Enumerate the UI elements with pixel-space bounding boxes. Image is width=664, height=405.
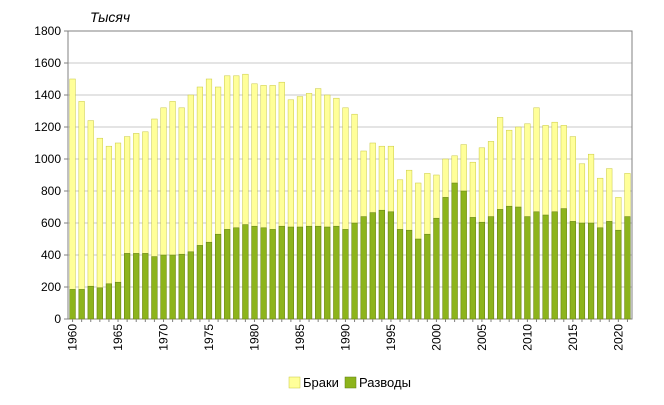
plot-area (67, 30, 633, 320)
bar-divorces-1989 (333, 225, 340, 320)
bar-divorces-1981 (260, 227, 267, 320)
unit-label: Тысяч (90, 9, 130, 25)
bar-divorces-1988 (324, 226, 331, 320)
x-axis: 1960 1965 1970 1975 1980 1985 1990 1995 2000 2005… (66, 319, 628, 351)
bar-divorces-2018 (597, 227, 604, 320)
bar-divorces-2019 (606, 221, 613, 320)
x-tick-label: 1965 (111, 324, 125, 351)
bar-divorces-2013 (551, 211, 558, 320)
bar-divorces-2015 (569, 221, 576, 320)
bar-divorces-1991 (351, 222, 358, 320)
bar-divorces-1986 (305, 225, 313, 320)
bar-divorces-1983 (278, 225, 285, 320)
x-tick-label: 2020 (611, 324, 625, 351)
bar-divorces-2014 (560, 208, 567, 320)
bar-divorces-2004 (469, 217, 476, 320)
y-tick-label: 1400 (34, 88, 61, 102)
bar-divorces-2011 (533, 211, 540, 320)
bar-divorces-2008 (506, 205, 513, 320)
bar-divorces-1971 (169, 254, 176, 320)
bar-divorces-1962 (87, 285, 94, 320)
y-tick-label: 1000 (34, 152, 61, 166)
y-axis: 0 200 400 600 800 1000 1200 1400 1600 1800 (34, 24, 68, 326)
bar-divorces-2021 (624, 216, 631, 320)
bars (69, 73, 631, 320)
bar-divorces-1993 (369, 212, 376, 320)
bar-divorces-1997 (406, 229, 413, 320)
bar-divorces-2010 (524, 216, 531, 320)
legend-swatch-marriages (288, 376, 301, 389)
bar-divorces-2003 (460, 190, 467, 320)
y-tick-label: 1800 (34, 24, 61, 38)
legend-swatch-divorces (344, 376, 357, 389)
y-tick-label: 200 (41, 280, 61, 294)
bar-divorces-1982 (269, 229, 276, 320)
x-tick-label: 2010 (520, 324, 534, 351)
bar-divorces-1980 (251, 225, 258, 320)
bar-divorces-1960 (69, 289, 76, 320)
bar-divorces-2016 (578, 222, 586, 320)
bar-divorces-1999 (424, 233, 431, 320)
bar-divorces-1995 (387, 211, 395, 320)
bar-divorces-2009 (515, 206, 522, 320)
y-tick-label: 1200 (34, 120, 61, 134)
bar-divorces-1975 (205, 241, 213, 320)
bar-divorces-2000 (433, 217, 440, 320)
x-tick-label: 1985 (293, 324, 307, 351)
x-tick-label: 2000 (429, 324, 443, 351)
bar-divorces-1968 (142, 253, 149, 320)
bar-divorces-2006 (487, 216, 495, 320)
bar-divorces-1977 (224, 229, 231, 320)
bar-divorces-1974 (196, 245, 203, 320)
bar-divorces-1967 (133, 253, 140, 320)
bar-divorces-1965 (114, 281, 122, 320)
y-tick-label: 1600 (34, 56, 61, 70)
bar-divorces-1963 (96, 287, 103, 320)
bar-divorces-1996 (396, 229, 404, 320)
bar-divorces-2020 (615, 229, 622, 320)
bar-divorces-1978 (233, 227, 240, 320)
x-tick-label: 1960 (66, 324, 80, 351)
legend-label-marriages: Браки (303, 375, 339, 390)
legend: Браки Разводы (288, 375, 411, 390)
bar-divorces-2005 (478, 221, 485, 320)
bar-divorces-1964 (105, 283, 113, 320)
x-tick-label: 1970 (157, 324, 171, 351)
bar-divorces-1966 (124, 253, 131, 320)
bar-divorces-1992 (360, 216, 367, 320)
bar-divorces-1998 (415, 238, 422, 320)
y-tick-label: 600 (41, 216, 61, 230)
bar-divorces-1961 (78, 289, 85, 320)
bar-divorces-2001 (442, 197, 449, 320)
bar-divorces-1976 (215, 233, 222, 320)
bar-divorces-1984 (287, 226, 294, 320)
x-tick-label: 1990 (338, 324, 352, 351)
bar-divorces-2017 (587, 222, 595, 320)
y-tick-label: 400 (41, 248, 61, 262)
bar-divorces-2002 (451, 182, 458, 320)
bar-divorces-2007 (497, 209, 504, 320)
bar-divorces-1970 (160, 254, 167, 320)
x-tick-label: 2005 (475, 324, 489, 351)
bar-divorces-2012 (542, 214, 549, 320)
bar-marriages-1961 (78, 101, 85, 320)
y-tick-label: 800 (41, 184, 61, 198)
bar-divorces-1969 (151, 256, 158, 320)
x-tick-label: 1975 (202, 324, 216, 351)
bar-divorces-1990 (342, 229, 349, 320)
legend-label-divorces: Разводы (359, 375, 411, 390)
bar-divorces-1985 (296, 226, 304, 320)
y-tick-label: 0 (54, 312, 61, 326)
x-tick-label: 1995 (384, 324, 398, 351)
bar-divorces-1994 (378, 209, 385, 320)
x-tick-label: 2015 (566, 324, 580, 351)
bar-divorces-1972 (178, 253, 185, 320)
bar-divorces-1987 (315, 225, 322, 320)
bar-divorces-1979 (242, 224, 249, 320)
x-tick-label: 1980 (247, 324, 261, 351)
bar-divorces-1973 (187, 251, 194, 320)
bar-marriages-1960 (69, 78, 76, 320)
